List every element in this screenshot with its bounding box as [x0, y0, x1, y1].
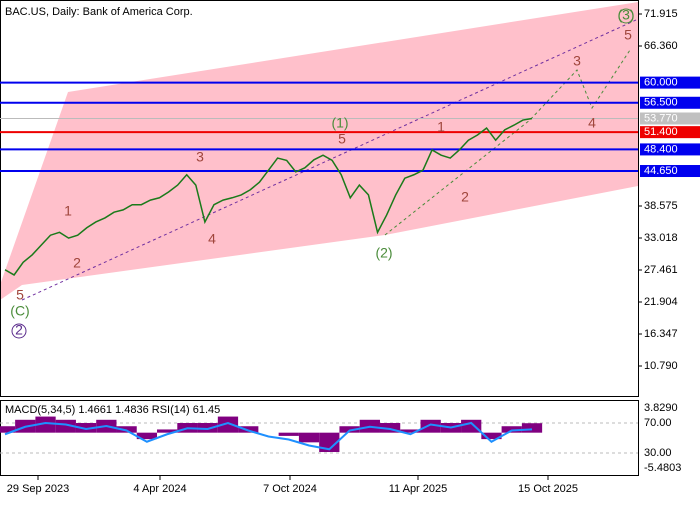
- wave-label: 2: [73, 255, 81, 271]
- wave-line: [384, 49, 631, 236]
- x-tick-label: 11 Apr 2025: [389, 483, 448, 495]
- wave-label: 1: [64, 203, 72, 219]
- wave-label: (3): [617, 7, 634, 23]
- y-tick-label: 66.360: [644, 40, 678, 52]
- y-tick-label: 27.461: [644, 264, 678, 276]
- macd-bar: [0, 426, 16, 433]
- macd-bar: [319, 432, 340, 453]
- level-label: 48.400: [644, 143, 678, 155]
- wave-label: 5: [624, 27, 632, 43]
- level-box: [640, 126, 700, 139]
- macd-bar: [400, 429, 421, 433]
- wave-label: 1: [437, 119, 445, 135]
- price-line: [4, 117, 533, 276]
- rsi-line: [4, 421, 533, 451]
- price-box: [640, 112, 700, 125]
- wave-label: 3: [196, 149, 204, 165]
- level-box: [640, 96, 700, 109]
- macd-tick-label: 3.8290: [644, 402, 678, 414]
- y-tick-label: 16.347: [644, 328, 678, 340]
- macd-bar: [298, 432, 320, 443]
- macd-bar: [420, 419, 441, 433]
- wave-label: 5: [338, 131, 346, 147]
- macd-bar: [379, 423, 401, 433]
- macd-tick-label: -5.4803: [644, 462, 681, 474]
- main-frame: [0, 0, 639, 397]
- wave-label: 3: [573, 53, 581, 69]
- level-label: 44.650: [644, 165, 678, 177]
- y-tick-label: 33.018: [644, 232, 678, 244]
- regression-channel: [0, 2, 638, 300]
- indicator-frame: [0, 400, 639, 476]
- x-tick-label: 29 Sep 2023: [7, 483, 69, 495]
- wave-circle: [618, 8, 634, 24]
- rsi-tick-label: 30.00: [644, 447, 672, 459]
- wave-label: 4: [208, 231, 216, 247]
- macd-bar: [501, 426, 522, 433]
- y-tick-label: 71.915: [644, 8, 678, 20]
- macd-bar: [75, 423, 97, 433]
- level-box: [640, 76, 700, 89]
- wave-label: 2: [461, 189, 469, 205]
- level-box: [640, 165, 700, 178]
- macd-bar: [278, 432, 299, 436]
- macd-bar: [481, 432, 502, 440]
- macd-bar: [55, 419, 76, 433]
- wave-line: [21, 19, 637, 301]
- indicator-label: MACD(5,34,5) 1.4661 1.4836 RSI(14) 61.45: [5, 404, 220, 416]
- x-tick-label: 7 Oct 2024: [263, 483, 317, 495]
- chart-title: BAC.US, Daily: Bank of America Corp.: [5, 6, 193, 18]
- wave-circle: [11, 323, 27, 339]
- macd-bar: [521, 423, 543, 433]
- x-tick-label: 15 Oct 2025: [518, 483, 578, 495]
- macd-bar: [116, 426, 137, 433]
- macd-bar: [339, 426, 360, 433]
- wave-label: (C): [10, 303, 29, 319]
- y-tick-label: 21.904: [644, 296, 678, 308]
- y-tick-label: 10.790: [644, 360, 678, 372]
- level-box: [640, 143, 700, 156]
- macd-bar: [136, 432, 158, 440]
- wave-label: (2): [375, 245, 392, 261]
- macd-bar: [35, 416, 56, 433]
- wave-label: (1): [331, 115, 348, 131]
- level-label: 60.000: [644, 77, 678, 89]
- rsi-tick-label: 70.00: [644, 417, 672, 429]
- macd-bar: [197, 423, 218, 433]
- y-tick-label: 38.575: [644, 200, 678, 212]
- macd-bar: [217, 416, 239, 433]
- wave-label: 4: [588, 115, 596, 131]
- x-tick-label: 4 Apr 2024: [133, 483, 186, 495]
- wave-label: 5: [16, 287, 24, 303]
- macd-bar: [157, 429, 178, 433]
- wave-label: 2: [15, 322, 23, 338]
- macd-bar: [461, 419, 482, 433]
- price-label: 53.770: [644, 112, 678, 124]
- level-label: 56.500: [644, 97, 678, 109]
- level-label: 51.400: [644, 126, 678, 138]
